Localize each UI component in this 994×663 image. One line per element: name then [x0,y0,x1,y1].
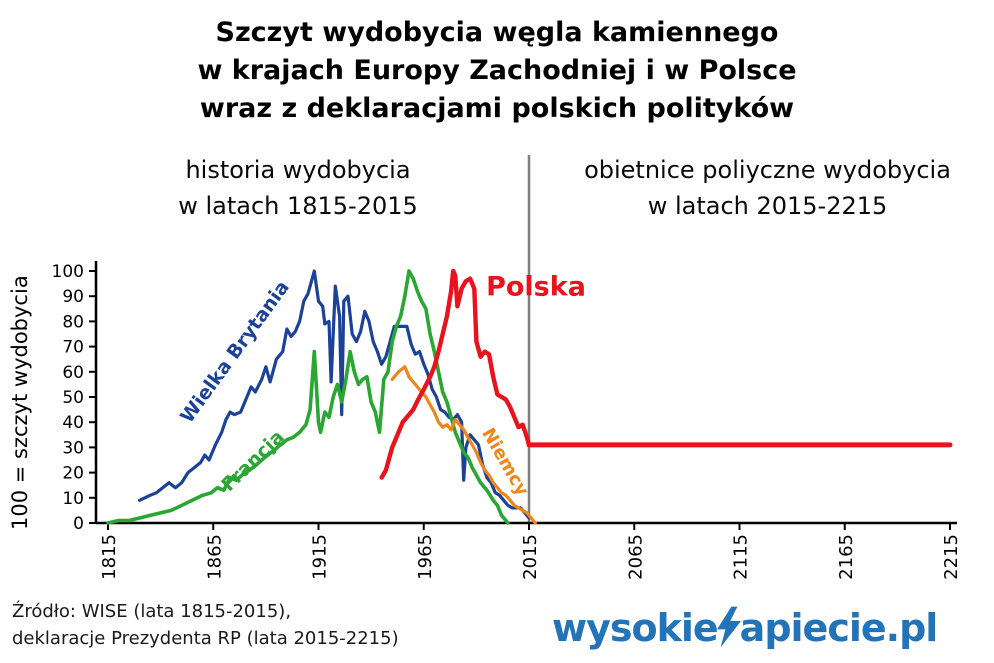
source-note-line1: Źródło: WISE (lata 1815-2015), [12,601,292,622]
series-line-polska [379,268,532,480]
y-axis-title: 100 = szczyt wydobycia [8,275,32,531]
promises-header-line2: w latach 2015-2215 [647,192,888,220]
x-tick-label: 1865 [204,534,225,580]
history-section-header: historia wydobycia w latach 1815-2015 [88,152,508,224]
chart-title-line1: Szczyt wydobycia węgla kamiennego [215,17,779,48]
chart-title: Szczyt wydobycia węgla kamiennego w kraj… [0,14,994,128]
y-tick-label: 10 [62,489,84,509]
chart-title-line2: w krajach Europy Zachodniej i w Polsce [197,55,797,86]
y-tick-label: 90 [62,287,84,307]
x-tick-label: 2015 [520,534,541,580]
x-tick-label: 2065 [625,534,646,580]
x-tick-label: 2165 [836,534,857,580]
series-line-niemcy [390,365,537,525]
y-tick-label: 30 [62,438,84,458]
history-header-line2: w latach 1815-2015 [178,192,418,220]
source-note-line2: deklaracje Prezydenta RP (lata 2015-2215… [12,628,399,649]
y-tick-label: 70 [62,338,84,358]
x-tick-label: 2115 [731,534,752,580]
x-tick-label: 1915 [310,534,331,580]
promises-header-line1: obietnice poliyczne wydobycia [584,156,951,184]
watermark-logo: wysokie apiecie.pl [552,606,939,650]
y-tick-label: 40 [62,413,84,433]
chart-title-line3: wraz z deklaracjami polskich polityków [199,93,795,124]
series-label-polska: Polska [486,271,586,303]
y-tick-label: 0 [73,514,84,534]
series-line-francja [106,269,510,525]
y-tick-label: 50 [62,388,84,408]
x-tick-label: 2215 [941,534,962,580]
source-note: Źródło: WISE (lata 1815-2015), deklaracj… [12,598,399,652]
x-tick-label: 1815 [99,534,120,580]
promises-section-header: obietnice poliyczne wydobycia w latach 2… [545,152,990,224]
watermark-prefix: wysokie [552,606,719,650]
history-header-line1: historia wydobycia [185,156,411,184]
y-tick-label: 100 [52,262,84,282]
y-tick-label: 60 [62,363,84,383]
lightning-n-icon [716,606,741,648]
x-tick-label: 1965 [415,534,436,580]
watermark-suffix: apiecie.pl [739,606,939,650]
y-tick-label: 80 [62,312,84,332]
y-tick-label: 20 [62,464,84,484]
